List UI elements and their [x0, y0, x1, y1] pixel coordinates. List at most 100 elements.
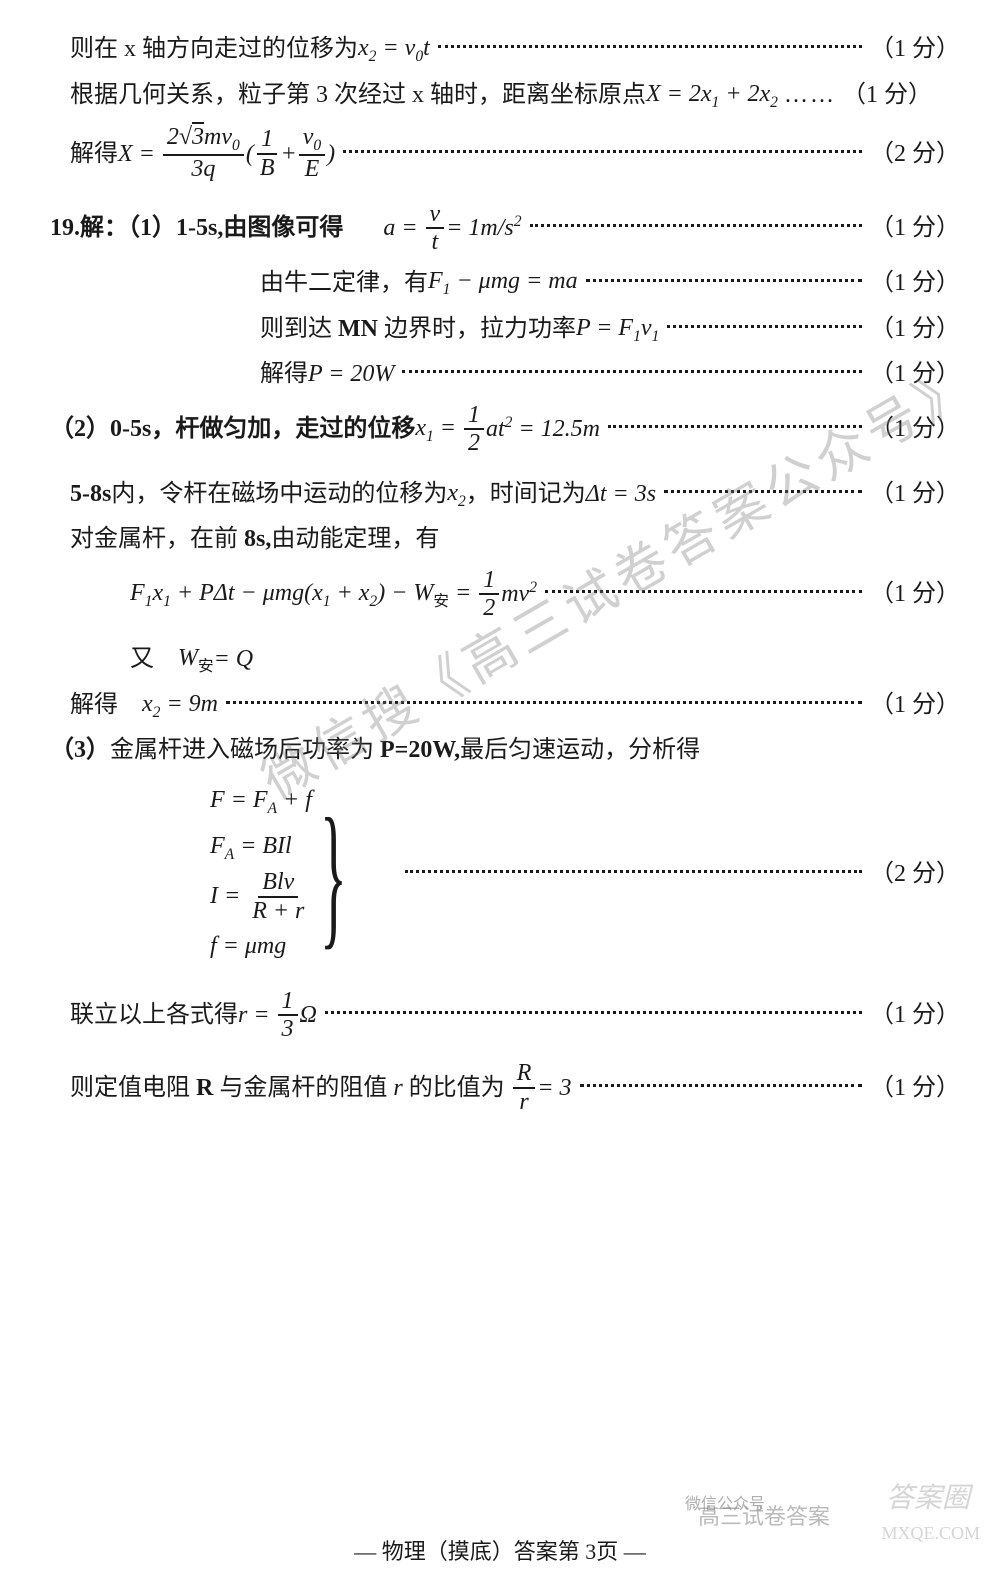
solution-step: 5-8s 内，令杆在磁场中运动的位移为 x2 ，时间记为 Δt = 3s （1 …	[40, 475, 960, 513]
leader-dots	[664, 489, 862, 493]
equation: I = Blv R + r	[210, 869, 310, 924]
text: 根据几何关系，粒子第 3 次经过 x 轴时，距离坐标原点	[70, 77, 646, 113]
text: 解得	[70, 136, 118, 172]
leader-dots	[343, 149, 862, 153]
text: 对金属杆，在前 8s,由动能定理，有	[70, 521, 439, 557]
equation: P = 20W	[308, 356, 394, 392]
step-text: 解得 X = 2√3mv0 3q ( 1 B + v0 E )	[70, 124, 335, 182]
score-label: （1 分）	[870, 311, 960, 347]
equation: F1 − μmg = ma	[428, 263, 578, 301]
score-label: （1 分）	[870, 687, 960, 723]
equation: a =	[383, 210, 423, 246]
leader-dots	[545, 589, 862, 593]
paren-open: (	[246, 136, 254, 172]
plus: +	[280, 136, 296, 172]
score-label: （1 分）	[870, 31, 960, 67]
solution-step: 解得 X = 2√3mv0 3q ( 1 B + v0 E ) （2 分）	[40, 124, 960, 182]
numerator: R	[513, 1060, 536, 1088]
equation: x1 =	[415, 410, 462, 448]
fraction: 1 B	[256, 126, 279, 181]
text: 解得	[70, 687, 142, 723]
equation: FA = BIl	[210, 824, 292, 870]
score-label: （1 分）	[870, 356, 960, 392]
equation: F1x1 + PΔt − μmg(x1 + x2) − W安 =	[130, 575, 477, 613]
equation: = Q	[214, 641, 254, 677]
score-label: （1 分）	[870, 265, 960, 301]
leader-dots	[667, 324, 862, 328]
numerator: 1	[464, 402, 484, 430]
equation: x2 = v0t	[358, 30, 430, 68]
watermark-source: 高三试卷答案	[698, 1499, 830, 1531]
text: 又	[130, 641, 178, 677]
equation: = 1m/s2	[446, 210, 521, 246]
paren-close: )	[327, 136, 335, 172]
step-text: 5-8s 内，令杆在磁场中运动的位移为 x2 ，时间记为 Δt = 3s	[70, 475, 656, 513]
leader-dots	[608, 424, 862, 428]
solution-step: 又 W安 = Q	[40, 640, 960, 678]
denominator: t	[428, 229, 443, 255]
leader-dots	[580, 1083, 862, 1087]
numerator: 2√3mv0	[163, 124, 244, 156]
leader-dots	[530, 223, 862, 227]
denominator: E	[301, 156, 324, 182]
step-text: 对金属杆，在前 8s,由动能定理，有	[70, 521, 439, 557]
fraction: 1 3	[278, 988, 298, 1043]
leader-dots	[405, 869, 862, 873]
fraction: v0 E	[299, 124, 325, 182]
equation: = 3	[537, 1070, 571, 1106]
denominator: 3q	[187, 156, 219, 182]
text: ，时间记为	[466, 476, 586, 512]
equation: X = 2x1 + 2x2	[646, 76, 778, 114]
equation: Δt = 3s	[586, 476, 656, 512]
text: 联立以上各式得	[70, 997, 238, 1033]
step-text: 联立以上各式得 r = 1 3 Ω	[70, 988, 317, 1043]
leader-dots	[402, 369, 862, 373]
denominator: B	[256, 155, 279, 181]
text: （3）	[50, 732, 110, 768]
text: 则在 x 轴方向走过的位移为	[70, 31, 358, 67]
unit: Ω	[300, 997, 317, 1033]
step-text: 19.解：（1）1-5s,由图像可得 a = v t = 1m/s2	[50, 201, 522, 256]
solution-step: 解得 x2 = 9m （1 分）	[40, 686, 960, 724]
question-header: 19.解：（1）1-5s,由图像可得 a = v t = 1m/s2 （1 分）	[40, 201, 960, 256]
solution-step: 解得 P = 20W （1 分）	[40, 356, 960, 392]
solution-step: 根据几何关系，粒子第 3 次经过 x 轴时，距离坐标原点 X = 2x1 + 2…	[40, 76, 960, 114]
solution-step: 对金属杆，在前 8s,由动能定理，有	[40, 521, 960, 557]
step-text: （2）0-5s，杆做匀加，走过的位移 x1 = 1 2 at2 = 12.5m	[50, 402, 600, 457]
fraction: R r	[513, 1060, 536, 1115]
text: 由牛二定律，有	[260, 265, 428, 301]
text: 19.解：（1）1-5s,由图像可得	[50, 210, 343, 246]
step-text: F = FA + f FA = BIl I = Blv R + r f = μm…	[210, 778, 397, 970]
fraction: Blv R + r	[248, 869, 308, 924]
solution-step: （2）0-5s，杆做匀加，走过的位移 x1 = 1 2 at2 = 12.5m …	[40, 402, 960, 457]
score-label: （2 分）	[870, 856, 960, 892]
numerator: 1	[257, 126, 277, 154]
text: 内，令杆在磁场中运动的位移为	[111, 476, 447, 512]
brace-content: F = FA + f FA = BIl I = Blv R + r f = μm…	[210, 778, 312, 970]
leader-dots	[325, 1010, 862, 1014]
score-label: （2 分）	[870, 136, 960, 172]
text: （2）0-5s，杆做匀加，走过的位移	[50, 411, 415, 447]
numerator: v	[426, 201, 445, 229]
equation: x2 = 9m	[142, 686, 218, 724]
step-text: 则定值电阻 R 与金属杆的阻值 r 的比值为 R r = 3	[70, 1060, 572, 1115]
numerator: Blv	[258, 869, 298, 897]
solution-step: 则定值电阻 R 与金属杆的阻值 r 的比值为 R r = 3 （1 分）	[40, 1060, 960, 1115]
score-label: （1 分）	[842, 77, 932, 113]
step-text: （3） 金属杆进入磁场后功率为 P=20W,最后匀速运动，分析得	[50, 732, 700, 768]
step-text: 则在 x 轴方向走过的位移为 x2 = v0t	[70, 30, 430, 68]
step-text: 解得 x2 = 9m	[70, 686, 218, 724]
denominator: 2	[464, 430, 484, 456]
brace-group: F = FA + f FA = BIl I = Blv R + r f = μm…	[210, 778, 397, 970]
score-label: （1 分）	[870, 1070, 960, 1106]
leader-dots: ……	[784, 77, 836, 113]
denominator: 3	[278, 1016, 298, 1042]
text: 5-8s	[70, 476, 111, 512]
equation: x2	[447, 475, 465, 513]
step-text: F1x1 + PΔt − μmg(x1 + x2) − W安 = 1 2 mv2	[130, 567, 537, 622]
numerator: 1	[479, 567, 499, 595]
solution-step: 则到达 MN 边界时，拉力功率 P = F1v1 （1 分）	[40, 310, 960, 348]
solution-step: （3） 金属杆进入磁场后功率为 P=20W,最后匀速运动，分析得	[40, 732, 960, 768]
step-text: 解得 P = 20W	[260, 356, 394, 392]
text: 则定值电阻 R 与金属杆的阻值 r 的比值为	[70, 1070, 511, 1106]
